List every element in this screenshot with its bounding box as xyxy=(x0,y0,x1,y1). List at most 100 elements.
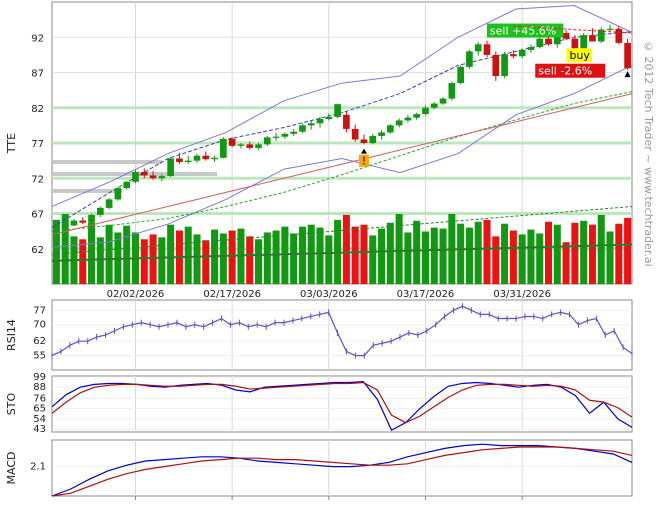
volume-bar xyxy=(413,220,421,284)
indicator-line-1-0 xyxy=(51,305,633,357)
volume-bar xyxy=(316,227,324,284)
support-band-0 xyxy=(52,247,632,251)
volume-bar xyxy=(492,236,500,284)
panel-frame-3 xyxy=(51,439,633,497)
y-tick-label: 62 xyxy=(31,245,44,256)
volume-bar xyxy=(624,217,632,284)
watermark: © 2012 Tech Trader ~ www.techtrader.ai xyxy=(642,40,655,267)
volume-bar xyxy=(105,224,113,284)
panel-frame-1 xyxy=(51,299,633,371)
volume-bar xyxy=(439,228,447,284)
volume-bar xyxy=(562,242,570,284)
candle-body xyxy=(378,132,385,136)
candle-body xyxy=(325,116,333,120)
volume-bar xyxy=(342,214,350,284)
volume-bar xyxy=(386,222,394,284)
support-band-2 xyxy=(52,176,632,180)
candle-body xyxy=(237,144,245,146)
main-ylabel: TTE xyxy=(5,133,18,154)
candle-body xyxy=(369,135,377,143)
volume-bar xyxy=(88,222,96,284)
y-tick-label: 82 xyxy=(31,104,44,115)
indicator-line-2-0 xyxy=(51,380,633,431)
candle-body xyxy=(211,157,218,160)
volume-bar xyxy=(536,233,544,284)
candle-body xyxy=(510,54,517,57)
candle-body xyxy=(184,160,192,163)
sub-y-tick-label: 88 xyxy=(33,382,46,393)
y-tick-label: 72 xyxy=(31,174,44,185)
x-tick-label: 03/17/2026 xyxy=(397,289,455,300)
volume-bar xyxy=(79,239,87,284)
sub-y-tick-label: 77 xyxy=(33,305,46,316)
volume-bar xyxy=(553,224,561,284)
candle-body xyxy=(132,171,139,182)
candle-body xyxy=(140,171,148,176)
volume-bar xyxy=(597,214,605,284)
x-tick-label: 02/02/2026 xyxy=(107,289,165,300)
candle-body xyxy=(290,131,298,134)
sma-long-line xyxy=(51,91,633,232)
volume-bar xyxy=(457,223,465,284)
trend-line-red xyxy=(51,93,633,236)
volume-bar xyxy=(184,226,192,284)
volume-bar xyxy=(378,228,386,284)
candle-body xyxy=(220,138,227,158)
volume-bar xyxy=(219,233,227,284)
candle-body xyxy=(193,155,201,161)
support-band-4 xyxy=(52,106,632,110)
sub-y-tick-label: 65 xyxy=(33,404,46,415)
support-band-1 xyxy=(52,212,632,215)
volume-bar xyxy=(290,233,298,284)
volume-bar xyxy=(351,226,359,284)
indicator-line-3-1 xyxy=(51,446,633,497)
candle-body xyxy=(615,28,623,43)
candle-body xyxy=(624,42,631,69)
volume-bar xyxy=(263,232,271,284)
sub-y-tick-label: 76 xyxy=(33,393,46,404)
candle-body xyxy=(430,103,438,108)
candle-body xyxy=(343,114,350,129)
volume-bar xyxy=(325,235,333,284)
volume-bar xyxy=(369,235,377,284)
y-tick-label: 87 xyxy=(31,69,44,80)
candle-body xyxy=(553,33,561,45)
volume-bar xyxy=(509,230,517,284)
candle-body xyxy=(316,119,324,124)
volume-bar xyxy=(571,222,579,284)
candle-body xyxy=(439,98,447,104)
candle-body xyxy=(501,54,508,77)
candle-body xyxy=(589,35,596,42)
candle-body xyxy=(246,144,254,148)
candle-body xyxy=(413,114,421,118)
signal-label-0: sell +45.6% xyxy=(490,25,556,38)
candle-body xyxy=(228,138,236,146)
volume-bar xyxy=(527,229,535,284)
volume-bar xyxy=(501,223,509,284)
warning-arrow-icon xyxy=(360,148,367,154)
volume-trend-line xyxy=(51,243,633,262)
volume-bar xyxy=(202,240,210,284)
volume-bar xyxy=(246,236,254,284)
y-tick-label: 77 xyxy=(31,139,44,150)
candle-body xyxy=(307,123,315,126)
signal-label-bg-2 xyxy=(535,63,606,78)
volume-bar xyxy=(149,234,157,284)
trend-line-green-dashed xyxy=(51,205,633,255)
sub-y-tick-label: 70 xyxy=(33,320,46,331)
candle-body xyxy=(448,83,456,99)
candle-body xyxy=(571,38,579,52)
volume-bar xyxy=(272,230,280,284)
candle-body xyxy=(263,137,271,145)
volume-bar xyxy=(167,224,175,284)
candle-body xyxy=(167,158,174,177)
sub-y-tick-label: 62 xyxy=(33,336,46,347)
volume-bar xyxy=(158,237,166,284)
candle-body xyxy=(466,51,473,67)
candle-body xyxy=(492,54,500,77)
candle-body xyxy=(272,136,280,138)
candle-body xyxy=(176,158,183,163)
volume-bar xyxy=(298,226,306,284)
sub-ylabel-1: RSI14 xyxy=(5,319,18,351)
